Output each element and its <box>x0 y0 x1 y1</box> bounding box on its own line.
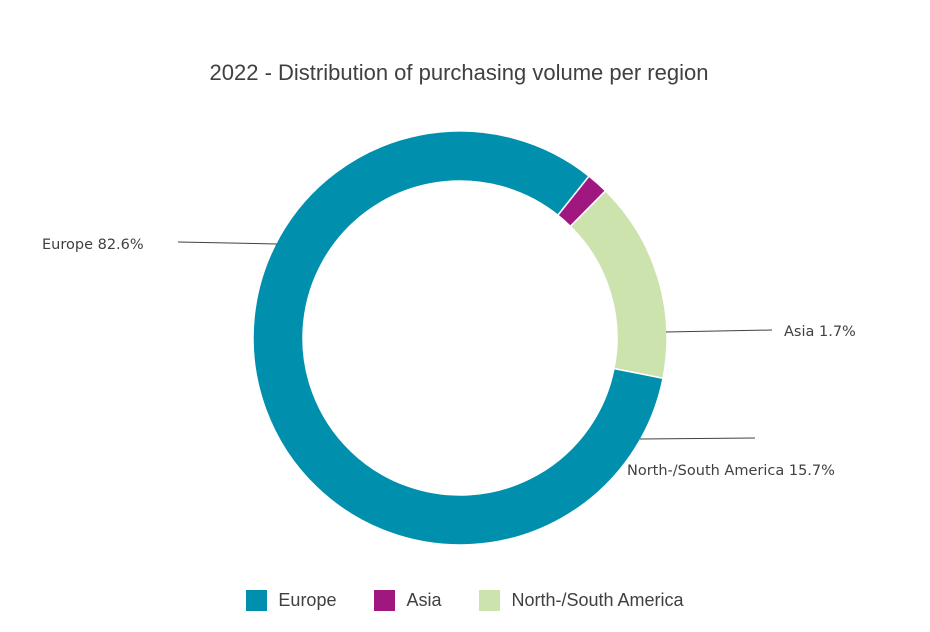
legend-swatch-europe <box>246 590 268 611</box>
legend-swatch-asia <box>374 590 396 611</box>
data-label-asia: Asia 1.7% <box>784 324 856 340</box>
legend-label-asia: Asia <box>406 590 442 610</box>
legend-label-north-south-america: North-/South America <box>511 590 684 610</box>
chart-title: 2022 - Distribution of purchasing volume… <box>210 60 709 85</box>
slice-north-south-america <box>569 189 668 380</box>
leader-lines <box>177 241 773 440</box>
slice-europe <box>252 130 664 546</box>
legend-item-asia: Asia <box>374 590 441 611</box>
legend-swatch-north-south-america <box>479 590 501 611</box>
leader-line-europe <box>177 241 278 245</box>
leader-line-north-south-america <box>639 437 756 440</box>
donut-slices <box>252 130 668 546</box>
legend-item-north-south-america: North-/South America <box>479 590 684 611</box>
data-label-north-south-america: North-/South America 15.7% <box>627 463 835 479</box>
leader-line-asia <box>665 329 773 333</box>
data-label-europe: Europe 82.6% <box>42 237 144 253</box>
legend-item-europe: Europe <box>246 590 336 611</box>
legend: Europe Asia North-/South America <box>0 590 930 611</box>
legend-label-europe: Europe <box>278 590 337 610</box>
